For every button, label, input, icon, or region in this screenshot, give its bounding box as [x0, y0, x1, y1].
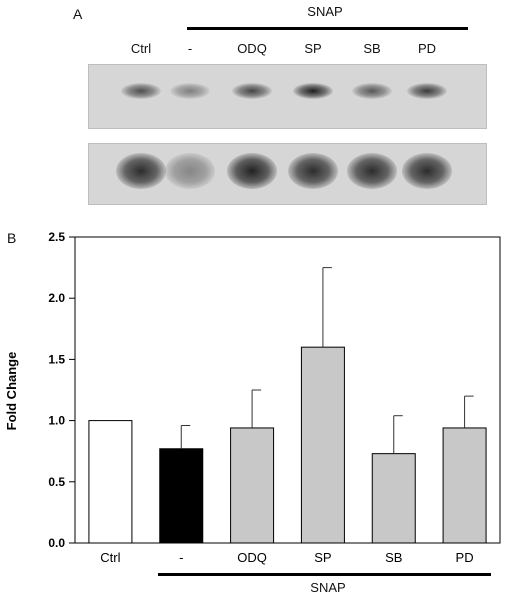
y-axis-label: Fold Change — [4, 352, 19, 431]
panel-b-snap-bracket — [158, 573, 491, 576]
blot-band-bottom — [402, 153, 452, 189]
y-tick-label: 0.5 — [48, 475, 65, 489]
x-tick-label: SB — [385, 550, 402, 565]
panel-a-snap-bracket — [187, 27, 468, 30]
x-tick-label: - — [179, 550, 183, 565]
blot-band-bottom — [116, 153, 166, 189]
bar — [88, 420, 133, 544]
blot-band-top — [407, 83, 447, 99]
blot-band-top — [352, 83, 392, 99]
blot-band-top — [170, 83, 210, 99]
plot-frame — [74, 236, 501, 544]
blot-band-bottom — [288, 153, 338, 189]
panel-a-snap-label: SNAP — [307, 4, 343, 19]
lane-label: - — [187, 41, 193, 56]
x-tick-label: SP — [314, 550, 331, 565]
blot-band-top — [121, 83, 161, 99]
blot-band-bottom — [347, 153, 397, 189]
blot-band-bottom — [165, 153, 215, 189]
bar — [371, 453, 416, 544]
bar — [230, 427, 275, 544]
chart-axes: 0.0 0.5 1.0 1.5 2.0 2.5 — [48, 230, 501, 550]
y-tick-label: 1.5 — [48, 352, 65, 366]
x-tick-label: PD — [456, 550, 474, 565]
chart-error-bars — [180, 267, 474, 454]
panel-b-letter: B — [7, 230, 17, 246]
lane-label: SB — [363, 41, 381, 56]
panel-b-snap-label: SNAP — [310, 580, 346, 595]
lane-label: PD — [417, 41, 437, 56]
blot-band-bottom — [227, 153, 277, 189]
blot-band-top — [232, 83, 272, 99]
lane-label: SP — [304, 41, 322, 56]
bar — [300, 346, 345, 544]
x-tick-label: Ctrl — [100, 550, 120, 565]
y-tick-label: 2.5 — [48, 230, 65, 244]
bar — [442, 427, 487, 544]
lane-label: ODQ — [237, 41, 267, 56]
blot-band-top — [293, 83, 333, 99]
x-tick-label: ODQ — [237, 550, 267, 565]
chart-labels: Ctrl - ODQ SP SB PD — [100, 550, 473, 565]
y-tick-label: 2.0 — [48, 291, 65, 305]
chart-bars — [88, 346, 487, 544]
lane-label: Ctrl — [130, 41, 152, 56]
panel-a-letter: A — [73, 6, 83, 22]
bar — [159, 448, 204, 544]
y-tick-label: 0.0 — [48, 536, 65, 550]
y-tick-label: 1.0 — [48, 414, 65, 428]
